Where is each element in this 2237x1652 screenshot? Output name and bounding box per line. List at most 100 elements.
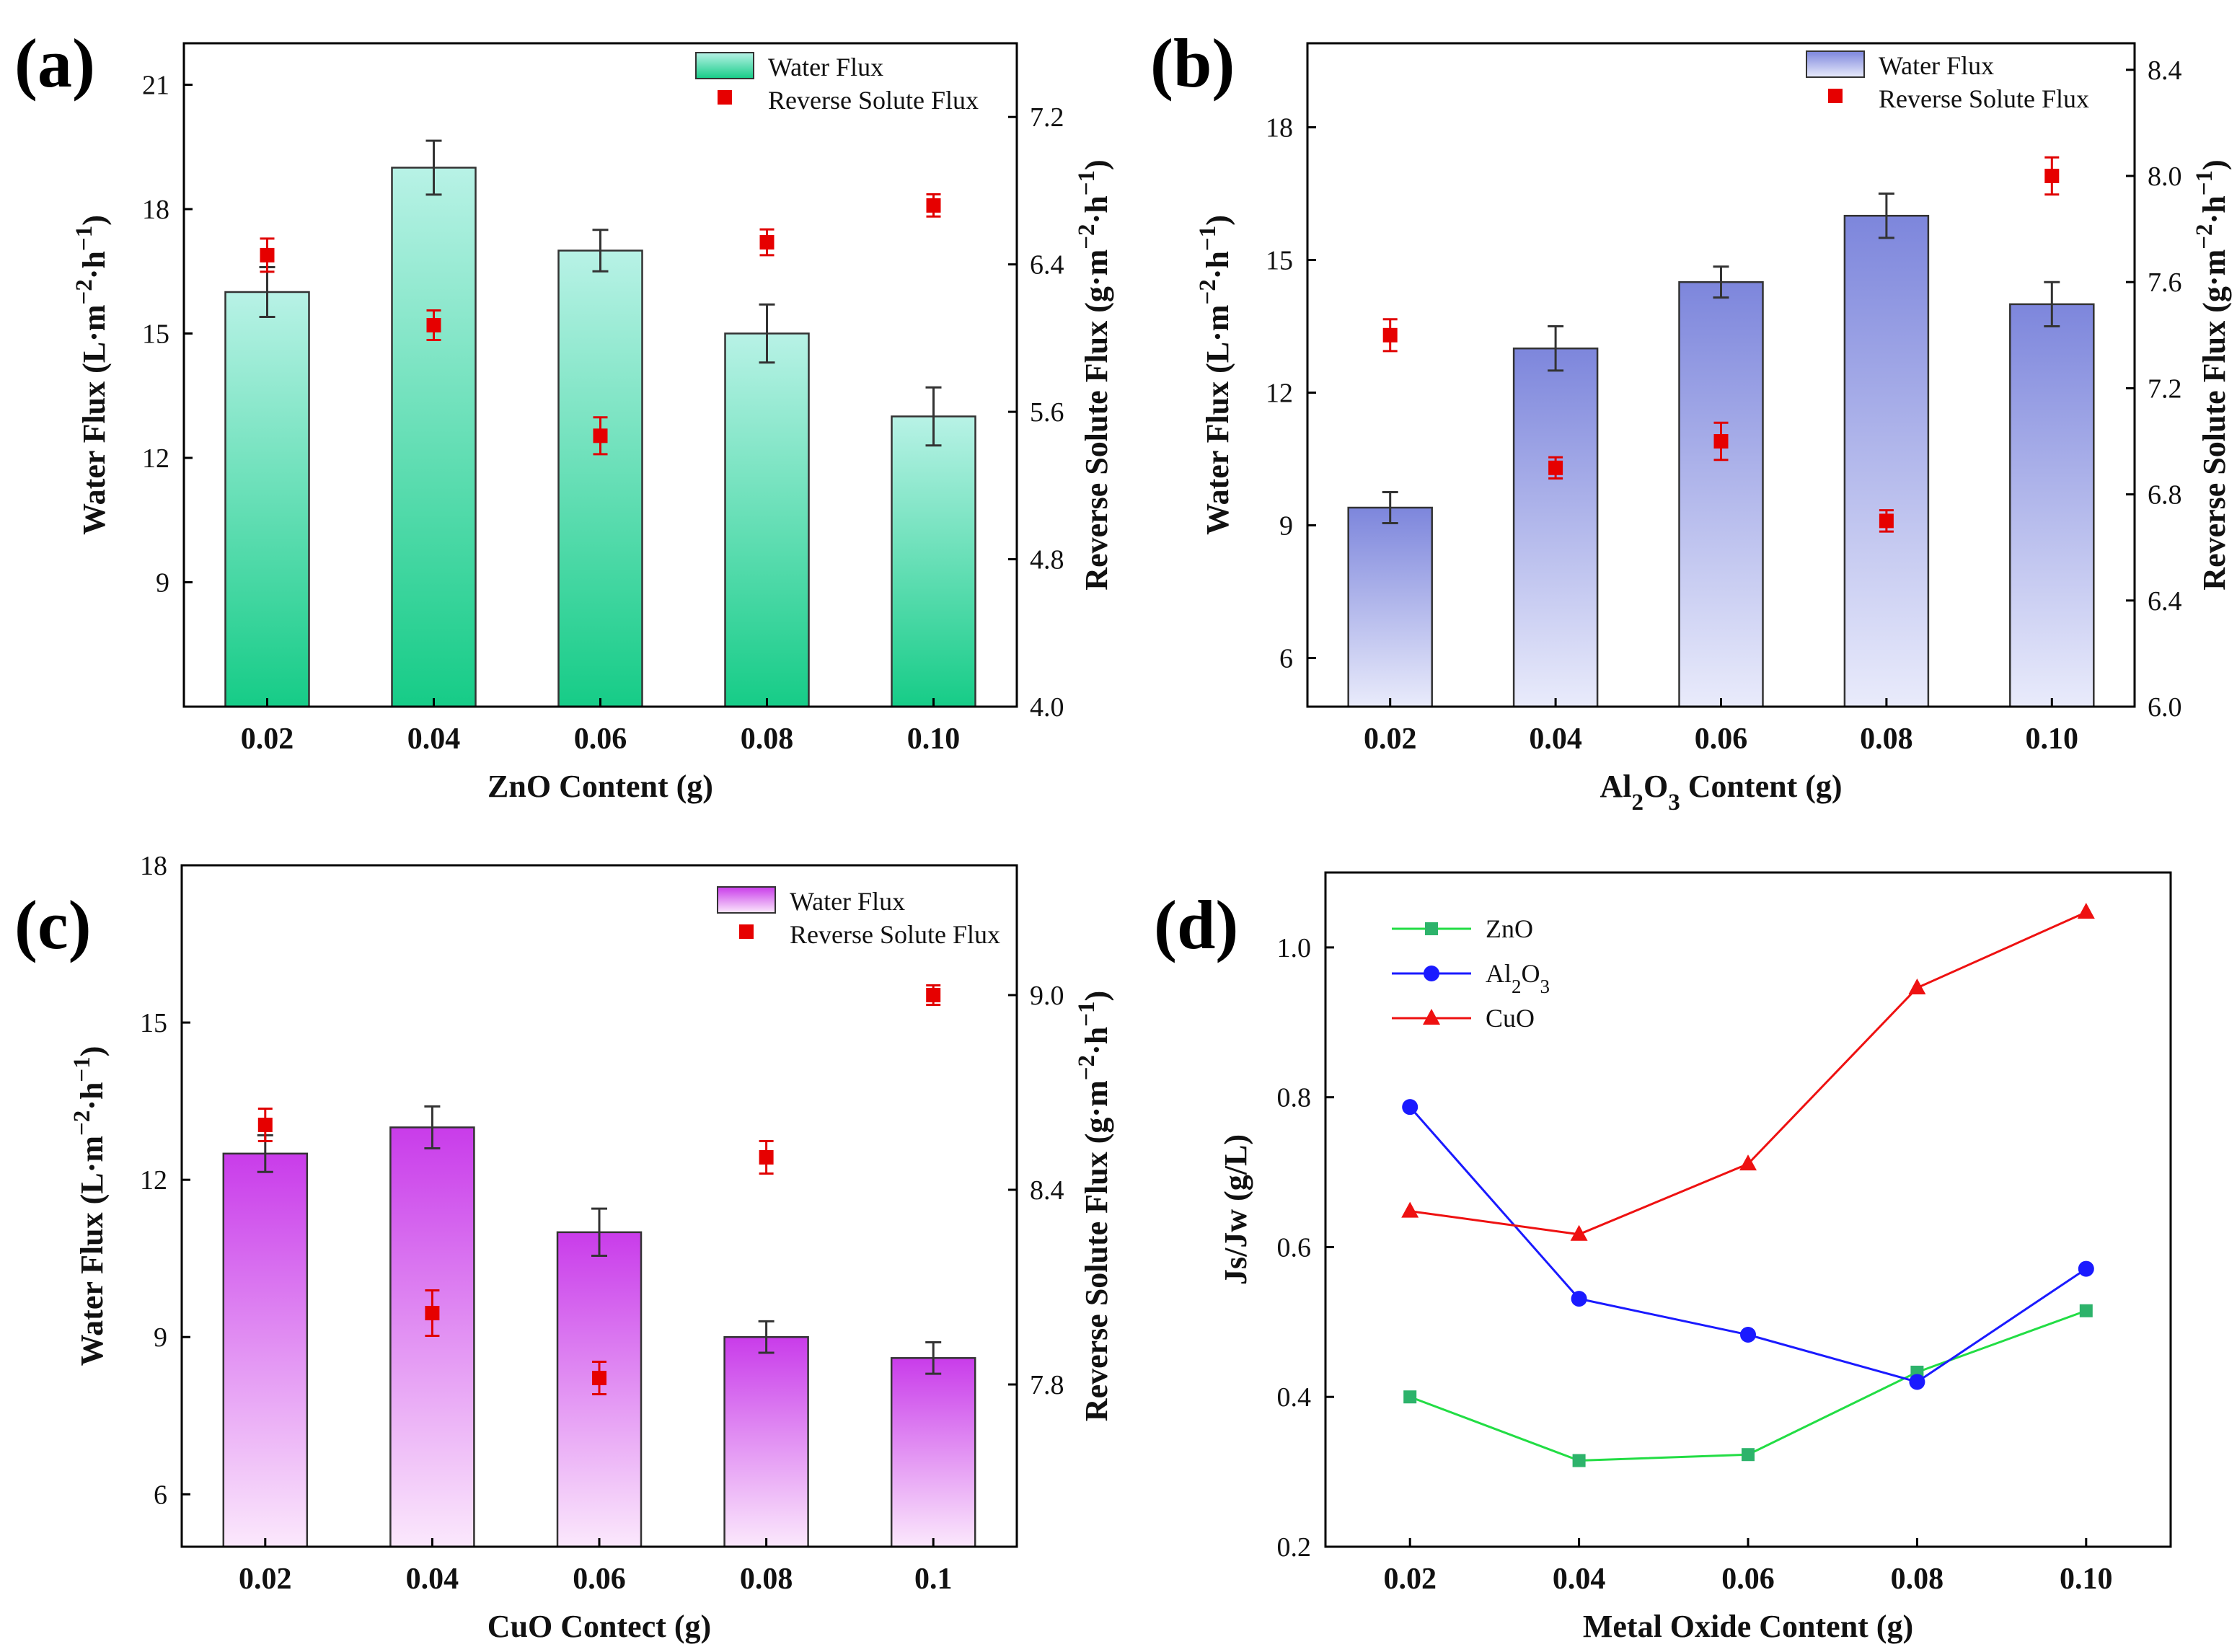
water-flux-error-bar: [1713, 265, 1729, 299]
x-tick-label: 0.10: [907, 723, 961, 756]
reverse-solute-marker: [1713, 434, 1729, 449]
legend-label: ZnO: [1486, 914, 1533, 943]
y-right-axis-title: Reverse Solute Flux (g·m−2·h−1): [1074, 991, 1114, 1421]
water-flux-bar-0.02: [1347, 506, 1433, 708]
water-flux-error-bar: [925, 386, 942, 447]
y-tick-label: 0.8: [1277, 1083, 1312, 1113]
x-axis-title: CuO Contect (g): [487, 1609, 711, 1644]
water-flux-error-bar: [425, 139, 442, 196]
legend-label: Water Flux: [768, 53, 883, 81]
x-tick-label: 0.06: [574, 723, 627, 756]
x-tick-label: 0.06: [573, 1563, 626, 1596]
point-triangle: [1570, 1224, 1588, 1241]
water-flux-error-bar: [1548, 325, 1564, 372]
series-zno: [1403, 1304, 2093, 1467]
reverse-solute-point-0.06: [1713, 421, 1729, 461]
x-tick-label: 0.02: [241, 723, 294, 756]
water-flux-bar-0.08: [723, 1335, 809, 1548]
y-axis-title: Water Flux (L·m−2·h−1): [69, 1046, 110, 1366]
panel-label: (b): [1150, 25, 1235, 102]
reverse-solute-point-0.08: [759, 228, 775, 257]
legend-label: Al2O3: [1486, 959, 1550, 997]
water-flux-bar-0.06: [557, 249, 643, 708]
point-square: [1403, 1390, 1417, 1404]
reverse-solute-marker: [592, 1371, 606, 1385]
x-tick-label: 0.02: [1364, 723, 1417, 756]
y-tick-label: 18: [1266, 113, 1293, 143]
point-circle: [1909, 1374, 1925, 1390]
reverse-solute-marker: [260, 247, 275, 262]
y-tick-label: 6: [1279, 644, 1293, 674]
reverse-solute-point-0.10: [2044, 156, 2060, 196]
x-axis-title: Metal Oxide Content (g): [1583, 1609, 1913, 1644]
water-flux-bar-0.08: [1843, 214, 1930, 708]
series-alo: [1402, 1099, 2094, 1390]
water-flux-error-bar: [758, 1320, 775, 1354]
water-flux-error-bar: [925, 1341, 942, 1375]
y-tick-label: 15: [140, 1008, 167, 1038]
x-tick-label: 0.08: [1860, 723, 1913, 756]
legend: Water Flux Reverse Solute Flux: [1806, 50, 2089, 113]
reverse-solute-point-0.04: [1548, 456, 1563, 480]
reverse-solute-marker: [2044, 169, 2060, 183]
chart-panel-d: (d) 0.2 0.4 0.6 0.8 1.0 0.02 0.04 0.06 0.08 0.10 Me…: [1154, 871, 2172, 1644]
series-cuo: [1401, 903, 2095, 1241]
reverse-solute-point-0.06: [592, 1361, 606, 1395]
water-flux-bar-0.08: [724, 332, 810, 708]
water-flux-error-bar: [592, 229, 609, 273]
x-axis-title: ZnO Content (g): [487, 769, 713, 804]
panel-label: (a): [14, 25, 95, 102]
reverse-solute-point-0.04: [425, 1289, 440, 1337]
y-tick-label: 15: [142, 319, 169, 350]
y-tick-label: 12: [142, 443, 169, 474]
point-circle: [2078, 1260, 2094, 1277]
y-tick-label: 9: [156, 568, 169, 598]
water-flux-bar-0.04: [1512, 347, 1599, 708]
y-right-tick-label: 6.4: [1030, 250, 1064, 281]
y-right-tick-label: 6.4: [2148, 586, 2182, 617]
y-right-tick-label: 7.2: [2148, 374, 2182, 404]
legend-label: Reverse Solute Flux: [1879, 84, 2089, 113]
point-circle: [1402, 1099, 1418, 1116]
x-tick-label: 0.02: [1383, 1563, 1437, 1596]
reverse-solute-point-0.10: [926, 193, 941, 218]
water-flux-error-bar: [1382, 491, 1398, 524]
y-tick-label: 15: [1266, 246, 1293, 276]
legend-swatch-reverse-solute: [1828, 89, 1843, 103]
chart-panel-a: (a) 9 12 15 18 21 4.0 4.8 5.6 6.4 7.2 0.02 0.04 0.06 0…: [14, 25, 1114, 804]
y-axis-title: Js/Jw (g/L): [1218, 1134, 1253, 1285]
water-flux-bar-0.02: [224, 291, 310, 708]
y-tick-label: 0.4: [1277, 1382, 1312, 1413]
x-tick-label: 0.04: [1553, 1563, 1606, 1596]
y-right-tick-label: 6.8: [2148, 480, 2182, 511]
y-right-tick-label: 8.0: [2148, 162, 2182, 192]
water-flux-bar-0.04: [391, 167, 477, 708]
water-flux-bar-0.1: [890, 1357, 976, 1548]
legend-label: Reverse Solute Flux: [768, 86, 979, 115]
reverse-solute-marker: [1548, 460, 1563, 475]
y-right-tick-label: 7.2: [1030, 102, 1064, 133]
reverse-solute-marker: [759, 235, 775, 249]
y-right-tick-label: 8.4: [1030, 1175, 1064, 1206]
y-tick-label: 12: [1266, 379, 1293, 409]
reverse-solute-point-0.02: [1382, 318, 1398, 353]
x-tick-label: 0.02: [239, 1563, 292, 1596]
point-triangle: [1739, 1154, 1757, 1171]
water-flux-error-bar: [2044, 281, 2060, 328]
legend-swatch-water-flux: [717, 886, 776, 914]
reverse-solute-marker: [926, 198, 941, 213]
x-tick-label: 0.08: [740, 1563, 793, 1596]
reverse-solute-marker: [593, 428, 608, 443]
water-flux-bar-0.06: [1678, 281, 1764, 708]
point-triangle: [1908, 978, 1926, 994]
reverse-solute-point-0.02: [257, 1108, 273, 1142]
reverse-solute-marker: [759, 1150, 774, 1165]
water-flux-bar-0.02: [222, 1152, 309, 1548]
y-tick-label: 1.0: [1277, 933, 1312, 963]
legend-label: Water Flux: [1879, 51, 1994, 80]
x-tick-label: 0.10: [2026, 723, 2079, 756]
y-tick-label: 0.2: [1277, 1532, 1312, 1563]
y-tick-label: 6: [154, 1480, 167, 1510]
y-right-tick-label: 7.6: [2148, 268, 2182, 298]
y-right-tick-label: 6.0: [2148, 692, 2182, 723]
